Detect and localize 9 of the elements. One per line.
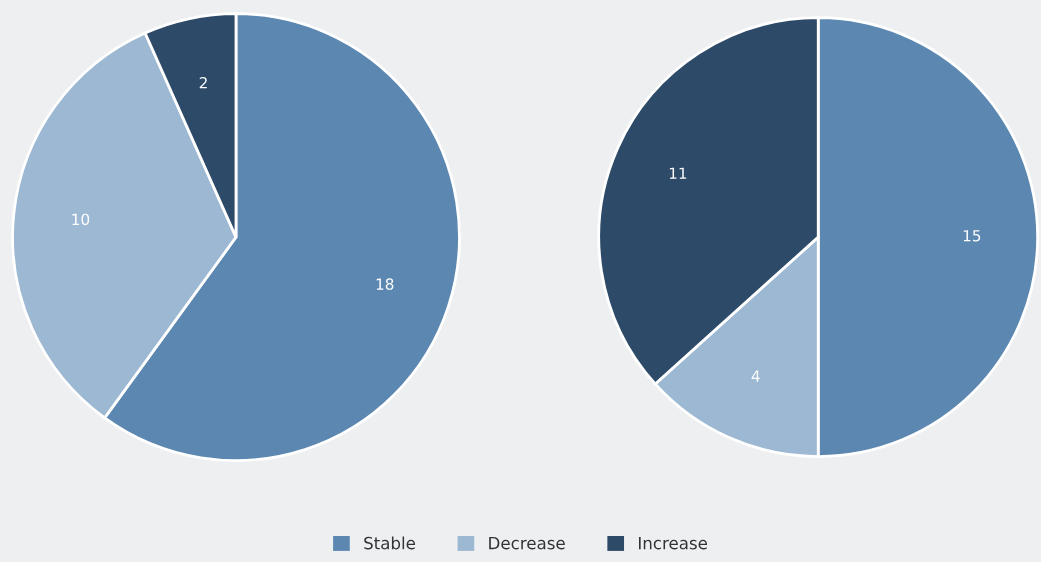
data-label: 11	[669, 167, 687, 179]
data-label: 10	[72, 213, 90, 226]
legend-label: Stable	[364, 536, 416, 550]
data-label: 18	[376, 278, 394, 290]
data-label: 15	[963, 230, 981, 242]
data-label: 2	[199, 77, 207, 89]
legend-label: Increase	[639, 537, 708, 550]
legend-label: Decrease	[489, 537, 565, 550]
data-label: 4	[751, 370, 760, 382]
